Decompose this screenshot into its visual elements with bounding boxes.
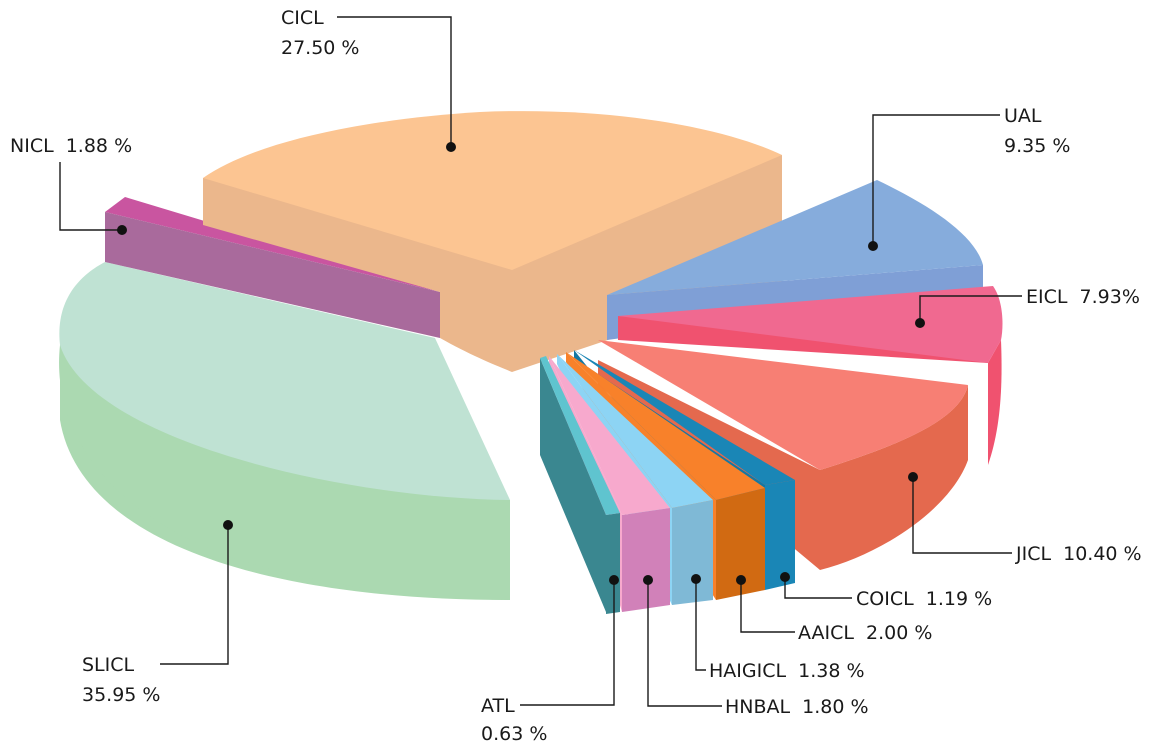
slice-haigicl-side-b xyxy=(672,500,713,605)
dot-hnbal xyxy=(643,575,653,585)
label-aaicl: AAICL 2.00 % xyxy=(798,622,932,644)
dot-cicl xyxy=(446,142,456,152)
label-eicl-value: 7.93% xyxy=(1080,286,1140,308)
slice-atl-top xyxy=(540,356,620,515)
dot-atl xyxy=(609,575,619,585)
slice-jicl-top xyxy=(598,340,968,470)
slice-atl-side-a xyxy=(540,358,606,612)
label-hnbal-name: HNBAL xyxy=(725,696,791,718)
slice-atl-side-b xyxy=(606,513,620,614)
dot-slicl xyxy=(223,520,233,530)
dot-nicl xyxy=(117,225,127,235)
slice-eicl-top xyxy=(618,286,1003,363)
label-slicl-name: SLICL xyxy=(82,654,135,676)
label-atl-value: 0.63 % xyxy=(481,723,547,744)
leader-slicl xyxy=(160,525,229,665)
dot-aaicl xyxy=(736,575,746,585)
slice-haigicl-top xyxy=(557,354,713,508)
slice-labels: CICL 27.50 % NICL 1.88 % UAL 9.35 % EICL… xyxy=(10,7,1142,744)
slice-slicl xyxy=(59,262,511,600)
label-aaicl-value: 2.00 % xyxy=(866,622,932,644)
leader-nicl xyxy=(59,162,122,231)
pie-slices xyxy=(59,111,1003,614)
slice-atl xyxy=(540,356,620,614)
leader-hnbal xyxy=(647,580,722,707)
leader-jicl xyxy=(912,477,1012,554)
leader-aaicl xyxy=(740,580,795,633)
label-coicl-name: COICL xyxy=(856,588,914,610)
label-hnbal-value: 1.80 % xyxy=(802,696,868,718)
leader-coicl xyxy=(784,577,852,599)
slice-nicl-side xyxy=(105,212,440,338)
label-hnbal: HNBAL 1.80 % xyxy=(725,696,869,718)
leader-lines xyxy=(59,16,1022,707)
dot-eicl xyxy=(915,318,925,328)
slice-cicl-top xyxy=(203,111,782,270)
dot-haigicl xyxy=(691,574,701,584)
label-cicl-value: 27.50 % xyxy=(281,37,360,59)
leader-atl xyxy=(520,580,615,706)
label-nicl: NICL 1.88 % xyxy=(10,135,132,157)
label-eicl: EICL 7.93% xyxy=(1026,286,1140,308)
slice-hnbal-side-b xyxy=(622,508,670,612)
slice-jicl-side-b xyxy=(820,385,968,570)
leader-dots xyxy=(117,142,925,585)
slice-hnbal-top xyxy=(549,356,670,515)
label-slicl-value: 35.95 % xyxy=(82,684,161,706)
label-eicl-name: EICL xyxy=(1026,286,1068,308)
label-coicl-value: 1.19 % xyxy=(926,588,992,610)
slice-aaicl-top xyxy=(566,352,765,500)
slice-slicl-top xyxy=(59,262,511,500)
dot-jicl xyxy=(908,472,918,482)
label-haigicl-name: HAIGICL xyxy=(709,660,786,682)
label-nicl-name: NICL xyxy=(10,135,54,157)
slice-coicl-top xyxy=(574,350,795,485)
label-jicl: JICL 10.40 % xyxy=(1015,543,1142,565)
slice-aaicl-side-b xyxy=(716,488,765,600)
dot-coicl xyxy=(780,572,790,582)
label-nicl-value: 1.88 % xyxy=(66,135,132,157)
label-atl-name: ATL xyxy=(481,695,515,717)
slice-ual-top xyxy=(607,180,983,295)
label-haigicl-value: 1.38 % xyxy=(798,660,864,682)
label-haigicl: HAIGICL 1.38 % xyxy=(709,660,865,682)
label-ual-name: UAL xyxy=(1004,105,1042,127)
leader-ual xyxy=(872,114,1000,246)
label-aaicl-name: AAICL xyxy=(798,622,854,644)
label-cicl-name: CICL xyxy=(281,7,324,29)
dot-ual xyxy=(868,241,878,251)
leader-eicl xyxy=(919,295,1022,323)
label-ual-value: 9.35 % xyxy=(1004,135,1070,157)
leader-haigicl xyxy=(695,579,706,671)
slice-eicl-side-b xyxy=(988,340,1002,465)
label-jicl-value: 10.40 % xyxy=(1063,543,1142,565)
leader-cicl xyxy=(337,16,452,147)
label-jicl-name: JICL xyxy=(1015,543,1051,565)
slice-slicl-side-lower xyxy=(59,345,510,600)
slice-eicl xyxy=(618,286,1003,465)
slice-coicl-side-b xyxy=(765,480,795,590)
label-coicl: COICL 1.19 % xyxy=(856,588,992,610)
